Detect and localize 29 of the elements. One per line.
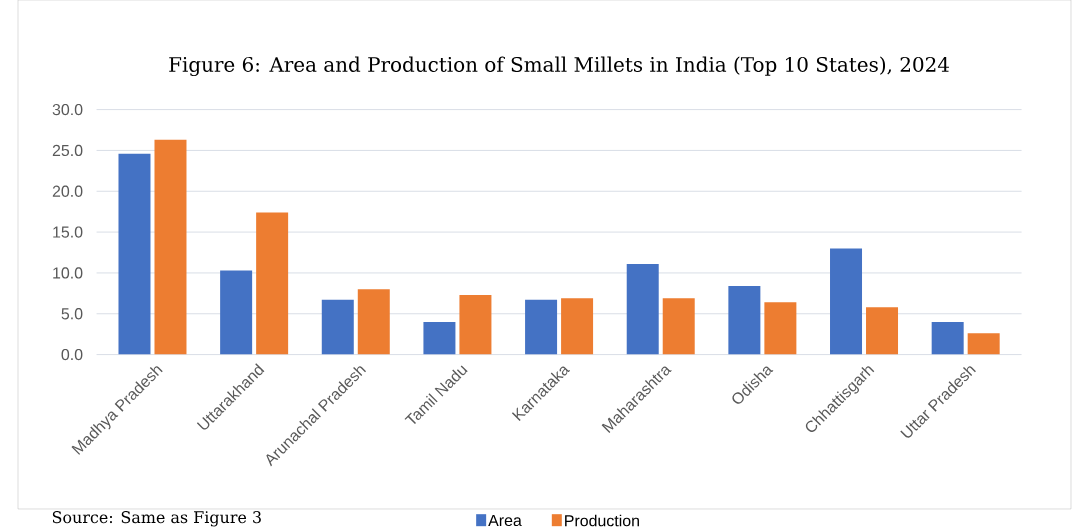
bar [423, 321, 456, 355]
bar [321, 299, 354, 355]
bar [967, 333, 1000, 355]
bar [118, 153, 151, 355]
y-tick-label: 0.0 [61, 348, 83, 361]
bar [662, 298, 695, 355]
bar [866, 307, 899, 355]
bar [154, 139, 187, 355]
bar [931, 321, 964, 355]
y-tick-label: 15.0 [53, 226, 83, 238]
y-tick-label: 5.0 [61, 308, 83, 320]
bar [459, 294, 492, 355]
y-tick-label: 20.0 [52, 185, 83, 197]
y-tick-label: 30.0 [52, 103, 83, 116]
bar [561, 298, 594, 355]
bar [357, 289, 390, 355]
bar [220, 270, 253, 355]
chart-title: Figure 6: Area and Production of Small Millets in India (Top 10 States), 2024 [169, 56, 949, 77]
bar [256, 212, 289, 355]
legend-label: Area [488, 514, 522, 527]
bar [830, 248, 863, 355]
source-note: Source: Same as Figure 3 [52, 511, 261, 527]
bar [764, 302, 797, 355]
bar [626, 263, 659, 355]
bar [525, 299, 558, 355]
y-tick-label: 10.0 [53, 267, 83, 279]
bar [728, 285, 761, 355]
legend-label: Production [565, 514, 639, 527]
y-tick-label: 25.0 [52, 144, 83, 157]
